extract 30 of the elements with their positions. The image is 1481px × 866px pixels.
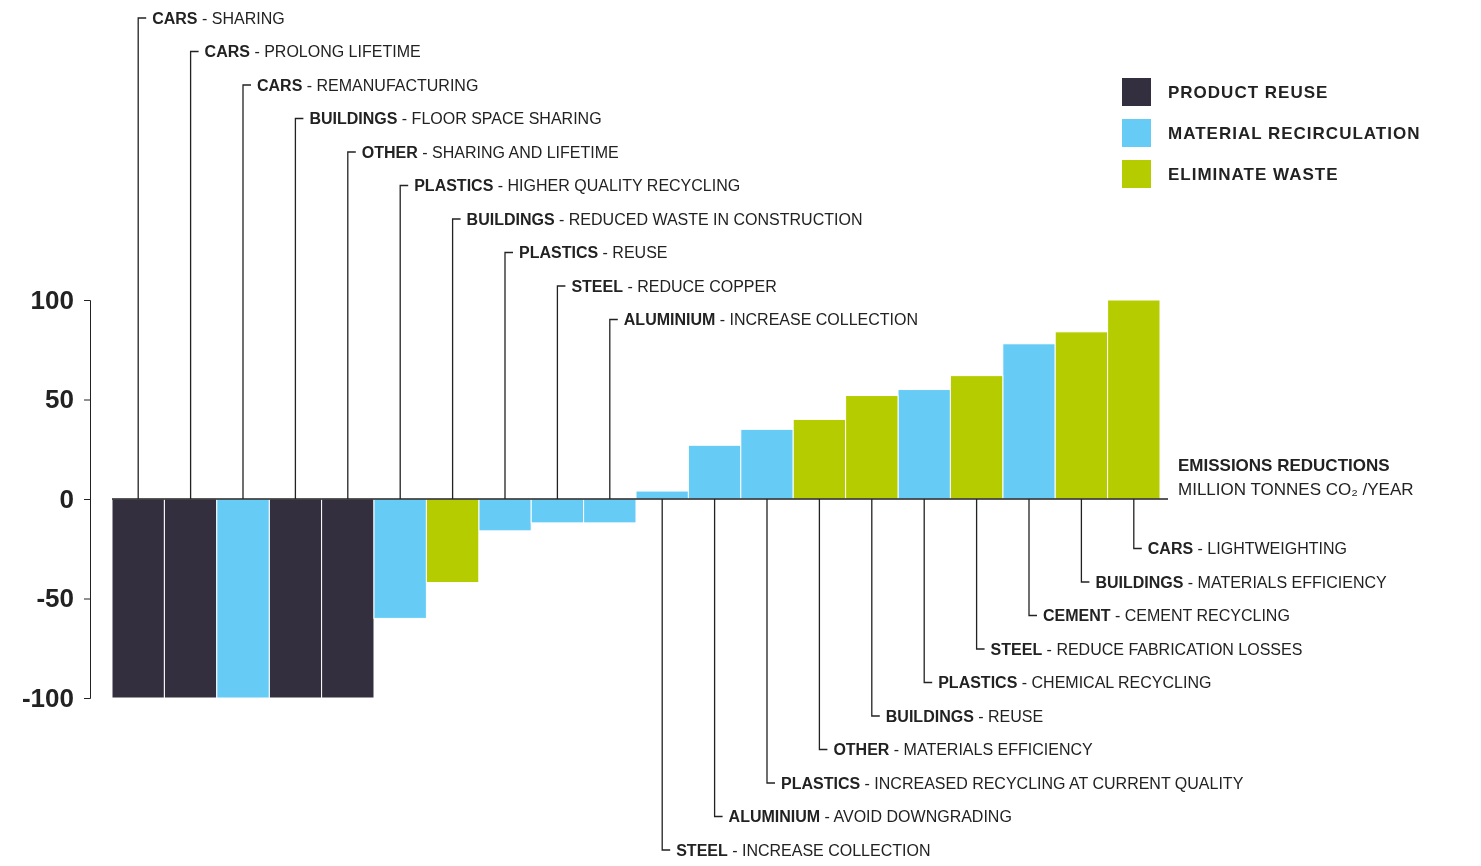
text: PLASTICS - REUSE	[519, 244, 668, 262]
text: BUILDINGS - REDUCED WASTE IN CONSTRUCTION	[466, 210, 863, 228]
legend-label: PRODUCT REUSE	[1168, 82, 1329, 102]
annotation: PLASTICS - CHEMICAL RECYCLING	[938, 674, 1212, 692]
annotation: ALUMINIUM - INCREASE COLLECTION	[623, 311, 919, 329]
y-tick-label: -50	[36, 583, 74, 614]
annotation: BUILDINGS - MATERIALS EFFICIENCY	[1095, 573, 1388, 591]
text: BUILDINGS - FLOOR SPACE SHARING	[309, 110, 602, 128]
text: BUILDINGS - REUSE	[885, 707, 1044, 725]
text: CARS - PROLONG LIFETIME	[204, 43, 421, 61]
text: OTHER - SHARING AND LIFETIME	[361, 143, 619, 161]
x-axis-title: EMISSIONS REDUCTIONS	[1178, 456, 1390, 475]
y-tick-label: -100	[21, 682, 74, 713]
text: CARS - REMANUFACTURING	[257, 76, 479, 94]
text: PLASTICS - INCREASED RECYCLING AT CURRENT QUALITY	[781, 774, 1244, 792]
text: CARS - SHARING	[152, 9, 285, 27]
text: MILLION TONNES CO₂ /YEAR	[1178, 480, 1414, 499]
text: PLASTICS - HIGHER QUALITY RECYCLING	[414, 177, 741, 195]
annotation: CARS - LIGHTWEIGHTING	[1147, 540, 1347, 558]
text: ALUMINIUM - AVOID DOWNGRADING	[728, 808, 1012, 826]
y-tick-label: 50	[45, 384, 74, 415]
text: STEEL - INCREASE COLLECTION	[676, 841, 931, 859]
y-tick-label: 100	[30, 284, 74, 315]
legend-label: MATERIAL RECIRCULATION	[1168, 123, 1421, 143]
text: STEEL - REDUCE COPPER	[571, 277, 777, 295]
annotation: CEMENT - CEMENT RECYCLING	[1043, 607, 1290, 625]
text: OTHER - MATERIALS EFFICIENCY	[833, 741, 1094, 759]
y-tick-label: 0	[59, 483, 74, 514]
legend-label: ELIMINATE WASTE	[1168, 164, 1339, 184]
annotation: STEEL - REDUCE FABRICATION LOSSES	[990, 640, 1303, 658]
